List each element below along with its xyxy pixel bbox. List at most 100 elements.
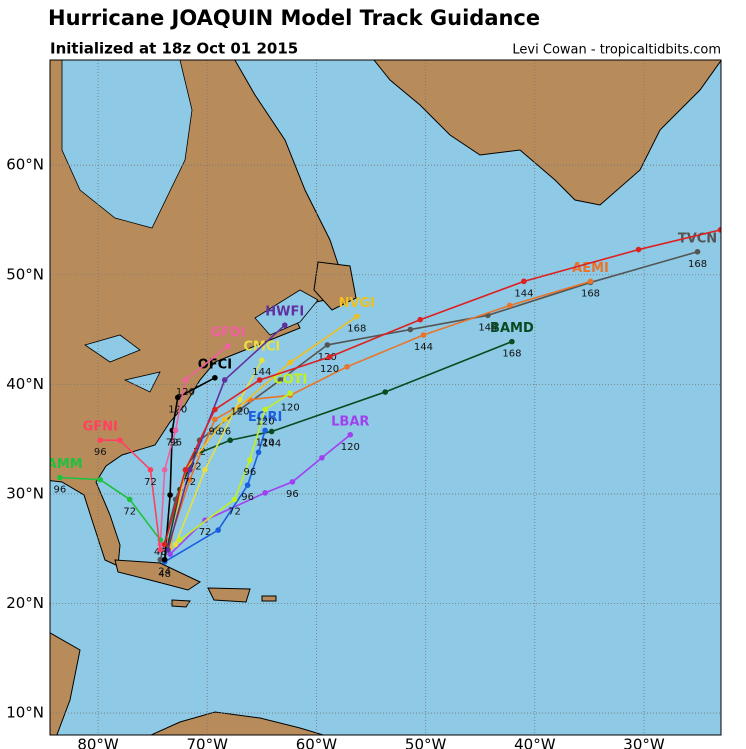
- newfoundland: [313, 261, 357, 311]
- track-point: [717, 227, 721, 233]
- track-point: [221, 377, 228, 383]
- forecast-hour: 48: [158, 569, 171, 580]
- y-tick-label: 20°N: [6, 594, 44, 612]
- track-point: [202, 467, 208, 473]
- y-tick-label: 10°N: [6, 704, 44, 722]
- forecast-hour: 120: [168, 405, 187, 416]
- y-tick-label: 30°N: [6, 484, 44, 502]
- model-label: HWFI: [265, 305, 304, 320]
- track-line: [59, 476, 161, 541]
- forecast-hour: 72: [183, 477, 196, 488]
- model-label: COTI: [273, 373, 307, 388]
- map-area: 72120144168TVCN96120144168AEMI72144168BA…: [50, 60, 721, 735]
- track-point: [167, 551, 173, 557]
- track-point: [172, 427, 179, 434]
- track-point: [157, 556, 164, 563]
- forecast-hour: 72: [228, 506, 241, 517]
- track-point: [161, 467, 168, 473]
- track-point: [126, 496, 133, 503]
- model-label: GFNI: [83, 420, 118, 435]
- track-point: [182, 377, 189, 383]
- track-point: [247, 457, 253, 463]
- forecast-hour: 120: [320, 364, 339, 375]
- model-label: AEMI: [572, 261, 609, 276]
- track-point: [326, 354, 333, 360]
- track-point: [172, 541, 179, 548]
- model-label: LBAR: [331, 414, 369, 429]
- y-tick-label: 40°N: [6, 375, 44, 393]
- track-point: [227, 437, 233, 444]
- forecast-hour: 120: [256, 437, 275, 448]
- track-point: [694, 248, 701, 255]
- jamaica: [171, 599, 191, 608]
- track-point: [215, 527, 221, 533]
- forecast-hour: 120: [176, 387, 195, 398]
- map-frame: [49, 59, 722, 736]
- track-point: [277, 377, 284, 383]
- cuba: [114, 559, 202, 591]
- forecast-hour: 96: [286, 489, 299, 500]
- track-point: [186, 476, 193, 483]
- forecast-hour: 120: [341, 442, 360, 453]
- forecast-hour: 144: [414, 342, 433, 353]
- track-point: [212, 374, 218, 381]
- x-tick-label: 40°W: [514, 736, 556, 749]
- track-point: [161, 541, 168, 548]
- forecast-hour: 168: [502, 349, 521, 360]
- forecast-hour: 144: [252, 367, 271, 378]
- track-point: [262, 490, 268, 496]
- credit: Levi Cowan - tropicaltidbits.com: [512, 43, 721, 58]
- track-point: [177, 537, 183, 543]
- track-point: [407, 326, 414, 333]
- track-point: [319, 454, 325, 461]
- x-tick-label: 70°W: [187, 736, 229, 749]
- model-label: EGRI: [248, 410, 282, 425]
- forecast-hour: 168: [581, 288, 600, 299]
- x-tick-label: 80°W: [77, 736, 119, 749]
- track-point: [417, 316, 423, 323]
- track-point: [117, 437, 123, 444]
- forecast-hour: 144: [514, 288, 533, 299]
- forecast-hour: 72: [123, 506, 136, 517]
- track-point: [244, 482, 251, 488]
- track-point: [97, 476, 104, 483]
- track-point: [287, 359, 294, 366]
- x-tick-label: 30°W: [623, 736, 665, 749]
- track-point: [506, 302, 513, 309]
- forecast-hour: 120: [256, 417, 275, 428]
- track-point: [255, 449, 262, 456]
- forecast-hour: 72: [199, 527, 212, 538]
- forecast-hour: 144: [478, 322, 497, 333]
- track-point: [57, 474, 63, 481]
- track-point: [324, 342, 331, 348]
- puerto-rico: [261, 595, 277, 602]
- x-tick-label: 50°W: [405, 736, 447, 749]
- model-label: OFCI: [198, 357, 232, 372]
- track-point: [344, 364, 350, 370]
- track-point: [167, 492, 173, 498]
- track-point: [287, 390, 294, 396]
- model-label: BAMD: [490, 321, 534, 336]
- track-point: [382, 389, 389, 395]
- forecast-hour: 96: [243, 467, 256, 478]
- track-point: [289, 479, 296, 485]
- track-point: [174, 394, 181, 401]
- track-line: [100, 439, 162, 550]
- gulf-of-st-lawrence: [254, 289, 319, 336]
- model-label: GFDI: [210, 325, 245, 340]
- track-point: [268, 428, 275, 435]
- greenland: [373, 60, 721, 206]
- track-point: [420, 332, 427, 338]
- track-point: [147, 467, 154, 473]
- track-point: [256, 377, 263, 383]
- track-point: [182, 467, 189, 473]
- track-point: [186, 467, 193, 473]
- forecast-hour: 96: [94, 447, 107, 458]
- track-point: [212, 406, 218, 413]
- track-point: [281, 322, 288, 328]
- track-point: [259, 357, 265, 364]
- grid: [50, 60, 721, 735]
- forecast-hour: 168: [347, 323, 366, 334]
- track-point: [262, 427, 268, 434]
